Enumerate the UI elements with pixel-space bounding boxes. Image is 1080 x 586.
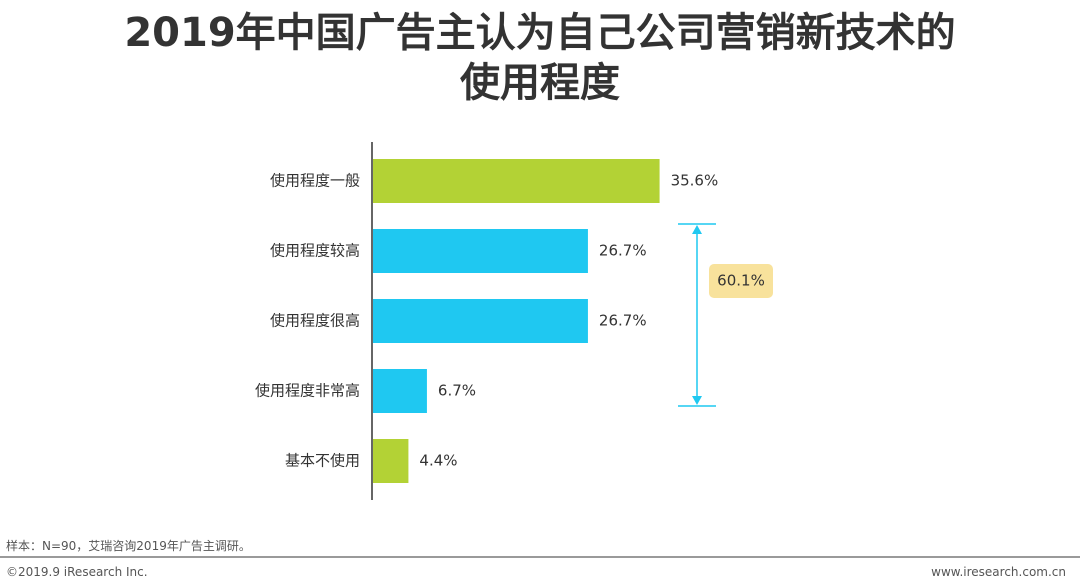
bracket-arrow-down: [692, 396, 702, 405]
category-label: 使用程度一般: [270, 172, 360, 190]
bracket-label: 60.1%: [717, 272, 765, 290]
value-label: 4.4%: [419, 452, 457, 470]
footer-divider: [0, 556, 1080, 558]
sample-note: 样本：N=90，艾瑞咨询2019年广告主调研。: [6, 539, 251, 553]
bracket-label-badge: [709, 264, 773, 298]
website-link[interactable]: www.iresearch.com.cn: [931, 565, 1066, 579]
category-label: 使用程度非常高: [255, 382, 360, 400]
chart-title: 2019年中国广告主认为自己公司营销新技术的 使用程度: [0, 8, 1080, 108]
value-label: 26.7%: [599, 312, 647, 330]
bar: [373, 439, 409, 483]
value-label: 35.6%: [671, 172, 719, 190]
bar-chart: 使用程度一般 35.6% 使用程度较高 26.7% 使用程度很高 26.7% 使用程度非常高…: [255, 142, 773, 500]
bar: [373, 369, 427, 413]
category-label: 基本不使用: [285, 452, 360, 470]
value-label: 6.7%: [438, 382, 476, 400]
copyright-text: ©2019.9 iResearch Inc.: [6, 565, 148, 579]
bar: [373, 299, 588, 343]
chart-title-line-1: 2019年中国广告主认为自己公司营销新技术的: [124, 10, 956, 56]
category-label: 使用程度较高: [270, 242, 360, 260]
category-label: 使用程度很高: [270, 312, 360, 330]
bar: [373, 159, 660, 203]
value-label: 26.7%: [599, 242, 647, 260]
chart-title-line-2: 使用程度: [460, 60, 620, 106]
bracket-arrow-up: [692, 225, 702, 234]
bar: [373, 229, 588, 273]
